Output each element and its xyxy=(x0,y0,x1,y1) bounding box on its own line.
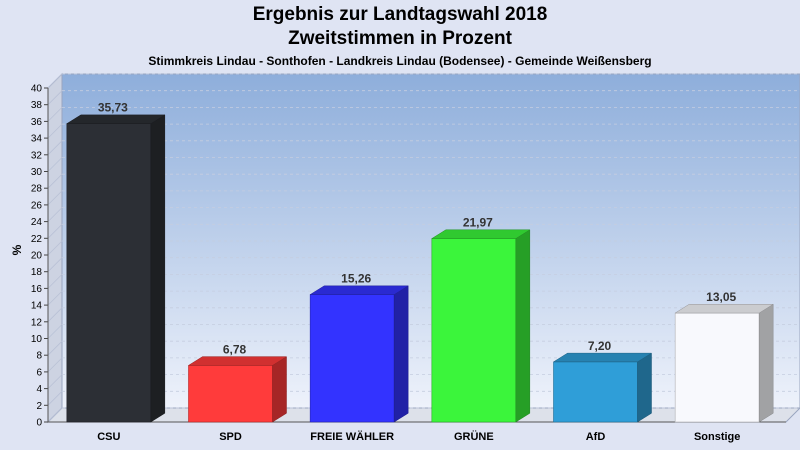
bar-top-1 xyxy=(187,356,288,366)
bar-side-1 xyxy=(272,356,287,423)
gridline-side xyxy=(47,140,63,156)
y-tick-label: 20 xyxy=(31,251,43,262)
bar-top-4 xyxy=(552,352,653,363)
y-axis-label: % xyxy=(10,244,24,255)
x-tick-label: CSU xyxy=(97,431,120,443)
gridline-side xyxy=(47,374,63,389)
bar-4 xyxy=(553,361,638,423)
data-label: 21,97 xyxy=(463,216,493,230)
gridline-side xyxy=(47,123,63,139)
data-label: 6,78 xyxy=(223,342,247,356)
bar-5 xyxy=(674,312,760,423)
x-tick-label: AfD xyxy=(586,431,606,443)
chart-title: Ergebnis zur Landtagswahl 2018 xyxy=(252,4,548,25)
gridline-side xyxy=(47,357,63,373)
x-tick-label: SPD xyxy=(219,431,242,443)
bar-side-3 xyxy=(515,229,531,423)
data-label: 35,73 xyxy=(98,101,128,115)
gridline-side xyxy=(47,290,63,306)
gridline-side xyxy=(47,90,63,105)
gridline-side xyxy=(47,207,63,222)
y-tick-label: 24 xyxy=(31,217,43,228)
y-tick-label: 2 xyxy=(36,401,42,412)
gridline-side xyxy=(47,190,63,206)
y-tick-label: 6 xyxy=(36,367,42,378)
y-tick-label: 32 xyxy=(31,150,43,161)
y-tick-label: 18 xyxy=(31,267,43,278)
y-tick-label: 8 xyxy=(36,351,42,362)
y-tick-label: 36 xyxy=(31,117,43,128)
y-tick-label: 28 xyxy=(31,184,43,195)
x-tick-label: FREIE WÄHLER xyxy=(310,430,394,443)
chart-subtitle: Zweitstimmen in Prozent xyxy=(288,28,512,49)
chart-caption: Stimmkreis Lindau - Sonthofen - Landkrei… xyxy=(148,54,652,68)
bar-top-5 xyxy=(674,304,775,314)
y-tick-label: 40 xyxy=(31,84,43,95)
data-label: 13,05 xyxy=(706,290,736,304)
y-tick-label: 26 xyxy=(31,200,43,211)
bar-top-0 xyxy=(65,114,166,124)
bar-1 xyxy=(188,365,273,423)
x-tick-label: GRÜNE xyxy=(454,430,494,443)
gridline-side xyxy=(47,340,63,356)
gridline-side xyxy=(47,407,63,423)
gridline-side xyxy=(47,73,63,89)
bar-side-5 xyxy=(758,303,774,423)
bar-top-2 xyxy=(309,285,410,295)
gridline-side xyxy=(47,274,63,289)
gridline-side xyxy=(47,391,63,406)
gridline-side xyxy=(47,240,63,256)
data-label: 7,20 xyxy=(588,339,612,353)
gridline-side xyxy=(47,107,63,122)
y-tick-label: 12 xyxy=(31,317,43,328)
gridline-side xyxy=(47,157,63,172)
y-tick-label: 14 xyxy=(31,301,43,312)
bar-side-4 xyxy=(637,352,652,423)
gridline-side xyxy=(47,224,63,239)
y-tick-label: 22 xyxy=(31,234,43,245)
y-tick-label: 4 xyxy=(36,384,42,395)
gridline-side xyxy=(47,307,63,323)
bar-side-0 xyxy=(150,114,166,423)
bar-side-2 xyxy=(393,285,409,423)
bar-0 xyxy=(66,123,152,423)
y-tick-label: 10 xyxy=(31,334,43,345)
gridline-side xyxy=(47,257,63,272)
y-tick-label: 38 xyxy=(31,100,43,111)
bar-top-3 xyxy=(430,229,531,239)
y-tick-label: 16 xyxy=(31,284,43,295)
bar-2 xyxy=(309,294,395,423)
y-tick-label: 34 xyxy=(31,134,43,145)
gridline-side xyxy=(47,173,63,189)
y-tick-label: 0 xyxy=(36,418,42,429)
x-tick-label: Sonstige xyxy=(694,431,740,443)
data-label: 15,26 xyxy=(341,272,371,286)
y-tick-label: 30 xyxy=(31,167,43,178)
bar-3 xyxy=(431,238,517,423)
gridline-side xyxy=(47,324,63,339)
